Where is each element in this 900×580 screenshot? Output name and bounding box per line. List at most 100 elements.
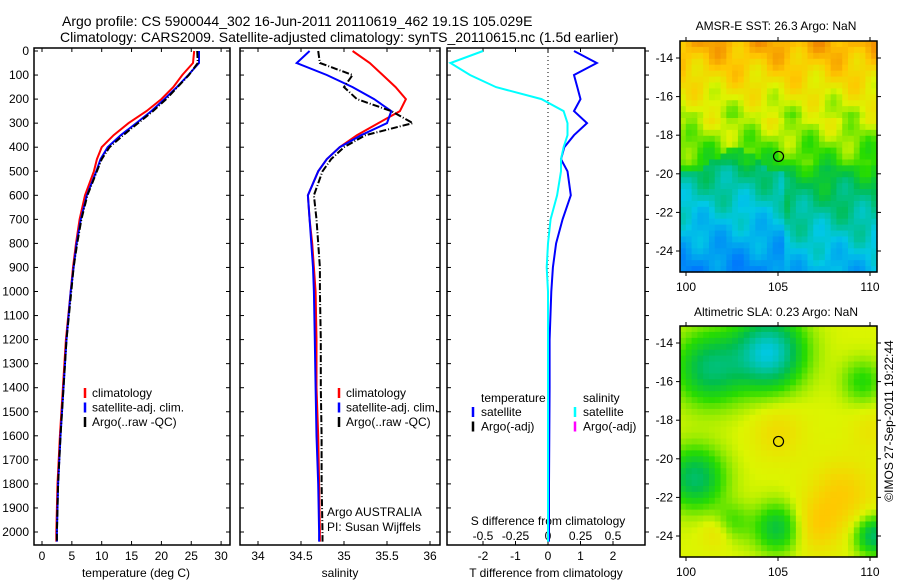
map-cell	[795, 403, 803, 410]
map-y-tick-label: -14	[656, 51, 674, 65]
map-cell	[871, 444, 878, 451]
map-cell	[726, 355, 733, 363]
map-cell	[708, 391, 716, 398]
map-cell	[680, 456, 687, 463]
map-cell	[691, 355, 698, 363]
map-cell	[784, 491, 791, 499]
map-cell	[761, 260, 768, 267]
map-cell	[784, 403, 791, 410]
map-cell	[680, 326, 687, 333]
map-cell	[772, 254, 780, 261]
map-cell	[737, 521, 745, 528]
map-cell	[708, 326, 716, 333]
map-cell	[795, 206, 803, 214]
map-cell	[726, 94, 733, 101]
map-cell	[859, 420, 867, 428]
map-cell	[755, 254, 762, 261]
map-cell	[703, 135, 710, 143]
map-cell	[836, 159, 843, 166]
map-cell	[772, 118, 780, 125]
map-cell	[703, 361, 710, 369]
map-cell	[708, 515, 716, 523]
map-cell	[680, 480, 687, 487]
map-cell	[772, 361, 780, 369]
map-cell	[813, 462, 820, 469]
map-cell	[813, 474, 820, 481]
map-y-tick-label: -16	[656, 375, 674, 389]
map-cell	[824, 242, 832, 249]
map-cell	[778, 135, 785, 143]
map-cell	[813, 52, 820, 60]
map-cell	[708, 385, 716, 392]
map-cell	[703, 254, 710, 261]
map-cell	[691, 41, 698, 48]
map-cell	[836, 521, 843, 528]
sst_map-title: AMSR-E SST: 26.3 Argo: NaN	[696, 19, 857, 33]
map-cell	[691, 414, 698, 422]
map-cell	[807, 527, 814, 534]
map-cell	[859, 200, 867, 208]
map-cell	[685, 52, 693, 60]
map-cell	[697, 260, 704, 267]
map-cell	[703, 444, 710, 451]
map-cell	[801, 189, 809, 196]
map-cell	[819, 100, 826, 107]
map-cell	[842, 218, 849, 226]
map-cell	[801, 46, 809, 54]
map-cell	[853, 266, 861, 273]
map-cell	[772, 408, 780, 416]
map-cell	[807, 450, 814, 457]
map-cell	[697, 503, 704, 511]
depth-tick-label: 1900	[2, 501, 29, 515]
map-cell	[824, 533, 832, 540]
map-cell	[778, 331, 785, 339]
map-cell	[703, 403, 710, 410]
map-cell	[726, 349, 733, 357]
map-cell	[859, 450, 867, 457]
map-cell	[697, 509, 704, 517]
map-cell	[853, 224, 861, 232]
map-cell	[813, 337, 820, 345]
map-cell	[784, 189, 791, 196]
map-cell	[871, 254, 878, 261]
map-cell	[708, 450, 716, 457]
map-cell	[732, 485, 739, 493]
map-cell	[784, 385, 791, 392]
map-cell	[766, 515, 774, 523]
map-cell	[737, 533, 745, 540]
map-cell	[813, 468, 820, 475]
map-cell	[801, 135, 809, 143]
map-cell	[726, 343, 733, 351]
map-cell	[778, 129, 785, 137]
map-cell	[813, 545, 820, 552]
map-cell	[801, 52, 809, 60]
map-cell	[795, 326, 803, 333]
map-cell	[795, 468, 803, 475]
map-cell	[784, 438, 791, 446]
map-cell	[859, 177, 867, 184]
map-cell	[720, 206, 727, 214]
map-cell	[761, 361, 768, 369]
map-cell	[824, 379, 832, 386]
map-cell	[871, 64, 878, 72]
map-cell	[737, 94, 745, 101]
map-cell	[830, 195, 838, 202]
map-cell	[871, 248, 878, 255]
map-cell	[737, 76, 745, 84]
map-cell	[848, 491, 855, 499]
map-cell	[755, 521, 762, 528]
map-cell	[772, 70, 780, 78]
map-cell	[790, 450, 797, 457]
temperature-legend-label: satellite-adj. clim.	[92, 401, 184, 415]
map-cell	[714, 70, 722, 78]
map-cell	[790, 82, 797, 89]
map-cell	[819, 391, 826, 398]
map-cell	[795, 331, 803, 339]
map-cell	[761, 355, 768, 363]
map-cell	[784, 527, 791, 534]
map-cell	[743, 254, 751, 261]
map-cell	[790, 551, 797, 558]
map-cell	[853, 135, 861, 143]
map-cell	[836, 497, 843, 505]
depth-tick-label: 1400	[2, 381, 29, 395]
